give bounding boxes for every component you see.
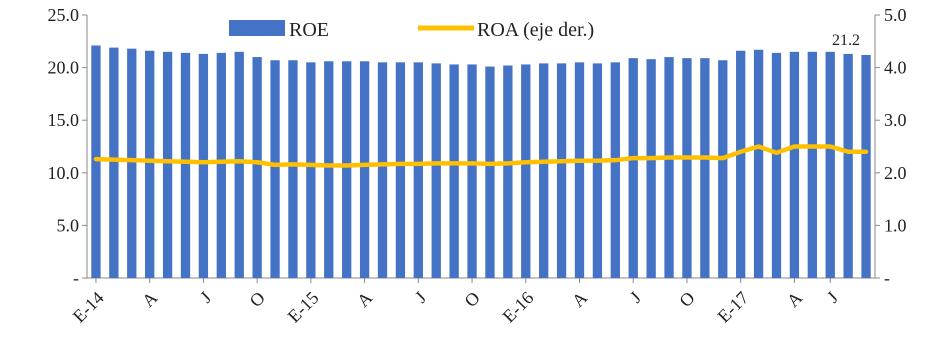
roe-bar xyxy=(127,48,137,278)
roe-bar xyxy=(861,54,871,279)
roa-series-line xyxy=(93,144,869,168)
legend: ROE ROA (eje der.) xyxy=(229,19,594,41)
x-tick-label: J xyxy=(626,288,645,307)
x-tick-label: E-14 xyxy=(69,288,108,327)
roe-bar xyxy=(359,61,370,278)
x-tick-label: E-17 xyxy=(714,288,753,327)
roe-bar xyxy=(700,58,710,278)
roe-bar xyxy=(825,51,835,278)
x-tick-label: E-16 xyxy=(499,288,538,327)
roe-bar xyxy=(180,52,191,279)
roe-bar xyxy=(324,61,334,278)
legend-label-roe: ROE xyxy=(289,19,329,41)
right-tick-label: 3.0 xyxy=(884,110,907,130)
right-tick-label: 1.0 xyxy=(884,215,907,235)
roe-bar xyxy=(718,60,728,278)
roe-bar xyxy=(753,49,764,278)
roe-bar xyxy=(628,58,638,278)
right-tick-label: - xyxy=(884,268,890,288)
roe-bar xyxy=(234,51,244,278)
roe-bar xyxy=(682,58,692,278)
roe-bar xyxy=(162,51,173,278)
x-axis-ticks: E-14 A J O E-15 A J O E-16 A J O E-17 A J xyxy=(69,278,842,326)
roe-bar xyxy=(395,62,406,279)
roe-bar xyxy=(449,64,459,278)
last-value-label: 21.2 xyxy=(832,32,860,49)
x-tick-label: E-15 xyxy=(284,288,323,327)
roe-bar xyxy=(592,63,603,278)
roe-bar xyxy=(503,65,513,278)
right-tick-label: 2.0 xyxy=(884,163,907,183)
roe-bar xyxy=(413,62,423,279)
x-tick-label: O xyxy=(246,288,269,311)
roe-bar xyxy=(771,52,782,279)
x-tick-label: A xyxy=(138,288,161,311)
left-tick-label: 20.0 xyxy=(48,58,80,78)
roe-bar xyxy=(270,60,280,278)
roe-bar xyxy=(145,50,155,278)
right-tick-label: 5.0 xyxy=(884,5,907,25)
roe-bar xyxy=(288,60,298,278)
left-axis-ticks: - 5.0 10.0 15.0 20.0 25.0 xyxy=(48,5,87,288)
roe-bar xyxy=(736,50,746,278)
roe-bar xyxy=(109,47,119,278)
roe-bar xyxy=(431,63,441,278)
roe-bar xyxy=(610,62,620,279)
left-tick-label: - xyxy=(73,268,79,288)
roe-bar xyxy=(789,51,800,278)
roe-bar xyxy=(467,64,477,278)
roe-bar xyxy=(664,57,674,278)
roe-bar xyxy=(342,61,352,278)
roe-bars xyxy=(91,45,871,279)
x-tick-label: O xyxy=(675,288,698,311)
legend-swatch-roe xyxy=(229,20,285,36)
roe-bar xyxy=(539,63,549,278)
right-axis-ticks: - 1.0 2.0 3.0 4.0 5.0 xyxy=(875,5,907,288)
roe-bar xyxy=(216,52,226,279)
roe-bar xyxy=(91,45,101,279)
roe-bar xyxy=(556,63,567,278)
x-tick-label: J xyxy=(823,288,842,307)
roe-bar xyxy=(646,59,656,279)
roe-bar xyxy=(485,66,495,278)
legend-label-roa: ROA (eje der.) xyxy=(477,19,594,41)
roe-bar xyxy=(377,62,388,279)
left-tick-label: 10.0 xyxy=(48,163,80,183)
roe-bar xyxy=(574,62,585,279)
right-tick-label: 4.0 xyxy=(884,58,907,78)
x-tick-label: A xyxy=(568,288,591,311)
left-tick-label: 15.0 xyxy=(48,110,80,130)
roe-bar xyxy=(198,53,209,278)
x-tick-label: A xyxy=(353,288,376,311)
x-tick-label: J xyxy=(196,288,215,307)
roe-bar xyxy=(252,57,262,278)
roe-bar xyxy=(843,53,853,278)
x-tick-label: O xyxy=(460,288,483,311)
roe-bar xyxy=(521,64,531,278)
roe-bar xyxy=(306,62,316,279)
left-tick-label: 5.0 xyxy=(57,215,80,235)
roe-bar xyxy=(807,51,817,278)
x-tick-label: A xyxy=(783,288,806,311)
left-tick-label: 25.0 xyxy=(48,5,80,25)
x-tick-label: J xyxy=(411,288,430,307)
roa-line xyxy=(93,144,869,168)
